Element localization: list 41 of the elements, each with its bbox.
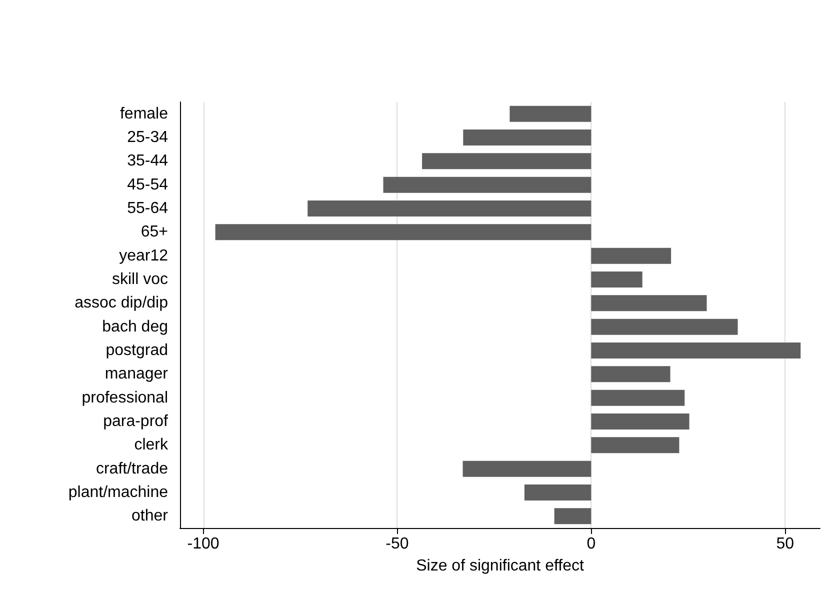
y-tick-label: manager [104,366,169,383]
y-tick-label: clerk [134,436,169,454]
y-tick-label: assoc dip/dip [74,294,168,312]
y-tick-label: year12 [119,247,168,264]
y-tick-label: 35-44 [127,152,168,170]
y-tick-label: postgrad [106,342,168,359]
bar [422,153,592,170]
y-tick-label: bach deg [102,318,168,336]
y-tick-label: 45-54 [127,176,168,194]
bar [591,248,672,264]
bar [591,272,642,288]
bar [524,484,592,500]
y-tick-label: skill voc [112,271,168,288]
bar [308,200,592,216]
y-tick-label: professional [82,389,168,406]
bar [591,366,670,382]
y-tick-label: 25-34 [127,129,168,146]
x-axis-title: Size of significant effect [416,558,584,574]
bar [215,224,592,240]
x-tick-label: -50 [386,536,409,552]
bar [591,414,690,430]
bar [463,130,592,146]
bar [462,460,592,477]
bar [383,176,592,193]
bar [591,437,680,454]
y-tick-label: craft/trade [96,460,168,478]
bar [591,342,801,358]
bar [591,318,738,335]
y-tick-label: 65+ [140,224,168,241]
y-tick-label: female [120,105,168,122]
y-tick-label: plant/machine [68,484,168,501]
x-tick-label: -100 [187,536,220,552]
y-tick-label: other [132,508,169,525]
bar [591,295,707,312]
x-tick-label: 0 [586,536,596,552]
y-tick-label: 55-64 [127,200,168,217]
bar [554,508,592,524]
bar [591,390,685,406]
y-tick-label: para-prof [103,413,169,430]
x-tick-label: 50 [776,536,794,552]
bar [510,106,592,122]
